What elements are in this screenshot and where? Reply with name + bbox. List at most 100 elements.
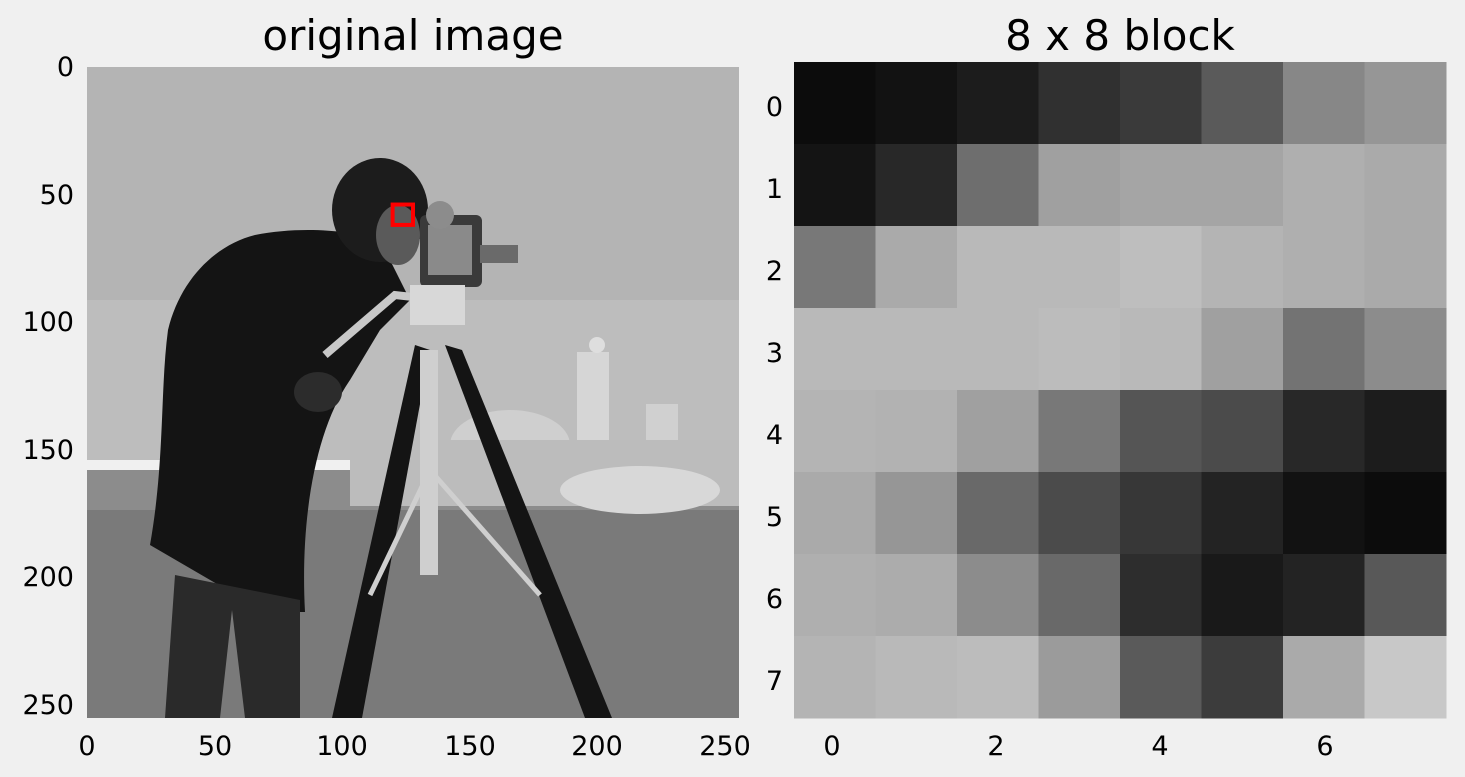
heatmap-cell [794,390,876,473]
heatmap-cell [1364,144,1447,227]
heatmap-cell [957,554,1039,637]
photo-camera-lens [480,245,518,263]
y-tick-label: 200 [22,562,74,593]
heatmap-cell [1201,390,1284,473]
heatmap-cell [875,554,958,637]
x-tick-label: 100 [316,731,368,762]
block-heatmap-y-ticks: 0 1 2 3 4 5 6 7 [766,92,783,697]
y-tick-label: 2 [766,256,783,287]
heatmap-cell [1201,554,1284,637]
x-tick-label: 200 [571,731,623,762]
heatmap-cell [1120,472,1202,555]
y-tick-label: 7 [766,666,783,697]
heatmap-cell [1364,472,1447,555]
y-tick-label: 0 [57,52,74,83]
heatmap-cell [794,636,876,719]
y-tick-label: 3 [766,338,783,369]
y-tick-label: 4 [766,420,783,451]
heatmap-cell [1364,554,1447,637]
heatmap-cell [957,226,1039,309]
y-tick-label: 250 [22,690,74,721]
y-tick-label: 50 [40,180,74,211]
heatmap-cell [1120,308,1202,391]
heatmap-cell [794,62,876,145]
original-image-y-ticks: 0 50 100 150 200 250 [22,52,74,721]
heatmap-cell [1364,390,1447,473]
photo-person-hand [294,372,342,412]
heatmap-cell [794,554,876,637]
heatmap-cell [957,308,1039,391]
heatmap-cell [1038,308,1121,391]
heatmap-cell [1120,226,1202,309]
heatmap-cell [1283,390,1365,473]
heatmap-cell [1038,554,1121,637]
original-image-title: original image [262,11,563,60]
heatmap-cell [1120,62,1202,145]
y-tick-label: 100 [22,307,74,338]
x-tick-label: 250 [699,731,751,762]
photo-person-legs [165,575,300,718]
heatmap-cell [875,636,958,719]
photo-arch [560,466,720,514]
heatmap-cell [1038,390,1121,473]
heatmap-cell [875,472,958,555]
heatmap-cell [1038,226,1121,309]
x-tick-label: 0 [823,731,840,762]
photo-camera-reel [426,201,454,229]
heatmap-cell [1120,636,1202,719]
highlight-box [390,202,415,227]
heatmap-cell [1120,144,1202,227]
heatmap-cell [1201,62,1284,145]
heatmap-cell [957,636,1039,719]
y-tick-label: 150 [22,435,74,466]
x-tick-label: 6 [1316,731,1333,762]
photo-camera-front [428,225,472,275]
y-tick-label: 6 [766,584,783,615]
heatmap-cell [794,308,876,391]
y-tick-label: 0 [766,92,783,123]
photo-tripod-leg-right [445,345,612,718]
photo-person-coat [150,229,410,612]
x-tick-label: 4 [1151,731,1168,762]
original-image-x-ticks: 0 50 100 150 200 250 [78,731,750,762]
heatmap-cell [875,308,958,391]
heatmap-cell [875,62,958,145]
heatmap-cell [957,144,1039,227]
photo-area [87,67,739,718]
heatmap-cell [957,62,1039,145]
heatmap-cell [1364,62,1447,145]
photo-tripod-head [410,285,465,325]
heatmap-cell [1201,636,1284,719]
photo-tripod-center-pole [420,350,438,575]
photo-tripod-leg-left [332,345,430,718]
block-heatmap-x-ticks: 0 2 4 6 [823,731,1333,762]
heatmap-cell [1201,472,1284,555]
heatmap-cell [1120,554,1202,637]
heatmap-cell [1201,144,1284,227]
photo-tripod-brace [428,468,542,597]
heatmap-cells [794,62,1447,719]
x-tick-label: 50 [198,731,232,762]
heatmap-cell [875,390,958,473]
heatmap-cell [794,144,876,227]
heatmap-cell [875,226,958,309]
heatmap-cell [1201,226,1284,309]
heatmap-cell [1038,636,1121,719]
heatmap-cell [1364,226,1447,309]
y-tick-label: 5 [766,502,783,533]
heatmap-cell [1120,390,1202,473]
heatmap-cell [1283,472,1365,555]
heatmap-cell [1364,636,1447,719]
heatmap-cell [1283,62,1365,145]
heatmap-cell [1283,226,1365,309]
x-tick-label: 150 [444,731,496,762]
heatmap-cell [1364,308,1447,391]
heatmap-cell [1283,144,1365,227]
photo-person-face [376,205,420,265]
heatmap-cell [875,144,958,227]
heatmap-cell [1201,308,1284,391]
x-tick-label: 2 [987,731,1004,762]
block-heatmap-title: 8 x 8 block [1005,11,1235,60]
heatmap-cell [957,390,1039,473]
